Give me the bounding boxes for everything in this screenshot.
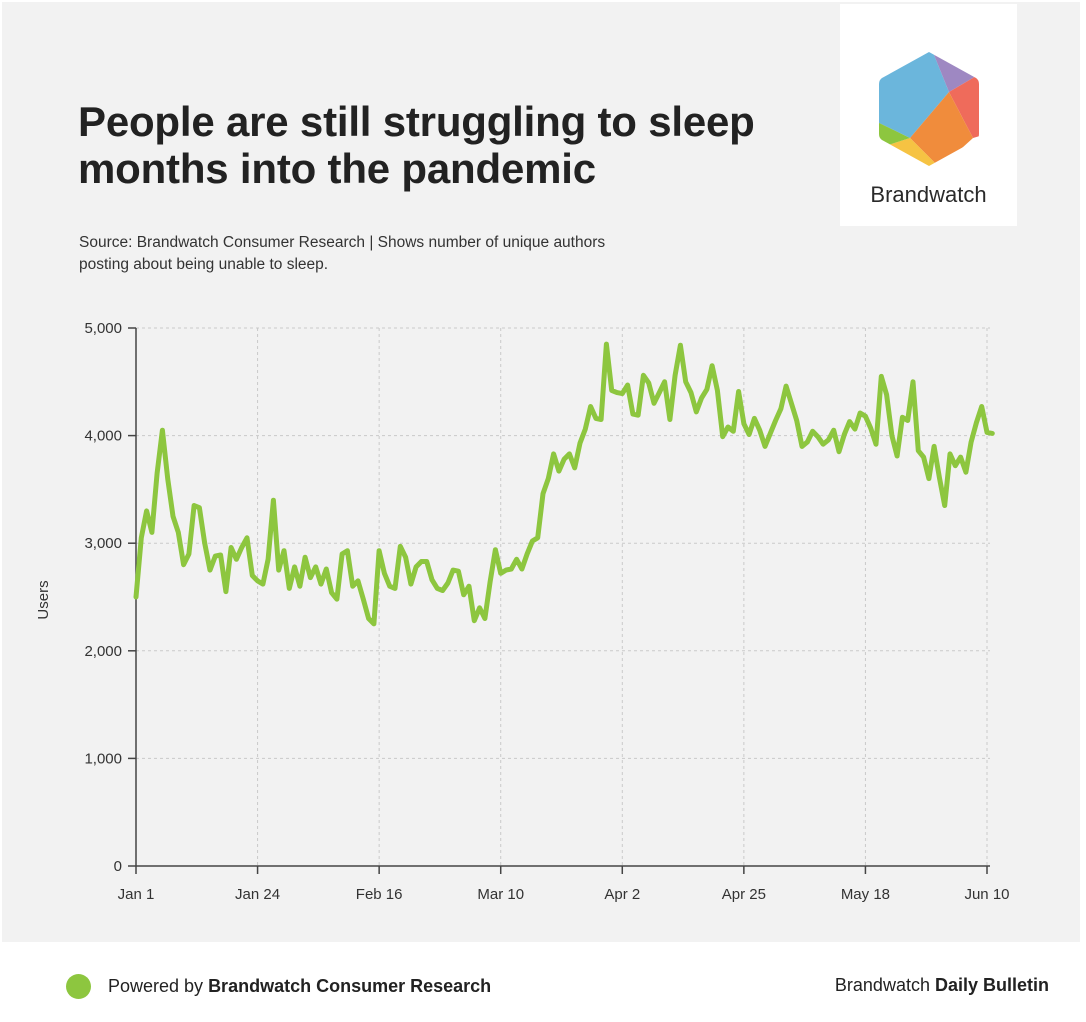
y-tick-label: 3,000 <box>84 535 122 552</box>
brand-logo: Brandwatch <box>840 4 1017 226</box>
x-tick-label: Mar 10 <box>477 886 524 903</box>
y-tick-label: 0 <box>114 858 122 875</box>
chart-grid <box>136 327 990 866</box>
x-tick-label: Apr 2 <box>604 886 640 903</box>
footer-bulletin-prefix: Brandwatch <box>834 975 935 995</box>
footer-powered-by: Powered by Brandwatch Consumer Research <box>108 976 491 997</box>
x-tick-label: Jun 10 <box>964 886 1009 903</box>
y-axis-ticks: 0 1,000 2,000 3,000 4,000 5,000 <box>84 320 136 875</box>
x-tick-label: Apr 25 <box>722 886 766 903</box>
chart-title: People are still struggling to sleep mon… <box>78 98 755 192</box>
y-axis-label: Users <box>35 580 52 619</box>
x-axis-ticks: Jan 1 Jan 24 Feb 16 Mar 10 Apr 2 Apr 25 May 18… <box>118 866 1010 903</box>
y-tick-label: 5,000 <box>84 320 122 337</box>
x-tick-label: Jan 1 <box>118 886 155 903</box>
x-tick-label: Feb 16 <box>356 886 403 903</box>
footer-bulletin-name: Daily Bulletin <box>934 975 1049 995</box>
x-tick-label: May 18 <box>841 886 890 903</box>
source-note: Source: Brandwatch Consumer Research | S… <box>79 234 606 273</box>
x-tick-label: Jan 24 <box>235 886 280 903</box>
y-tick-label: 2,000 <box>84 643 122 660</box>
line-chart: 0 1,000 2,000 3,000 4,000 5,000 Jan 1 Jan 24 Fe… <box>35 320 1010 903</box>
footer-bulletin: Brandwatch Daily Bulletin <box>835 975 1049 996</box>
y-tick-label: 1,000 <box>84 750 122 767</box>
series-line-users <box>133 341 995 627</box>
y-tick-label: 4,000 <box>84 428 122 445</box>
footer-powered-by-brand: Brandwatch Consumer Research <box>208 976 492 996</box>
footer-powered-by-prefix: Powered by <box>108 976 209 996</box>
chart-axes <box>135 328 990 867</box>
powered-by-dot-icon <box>66 974 91 999</box>
brand-logo-text: Brandwatch <box>870 182 987 207</box>
brandwatch-hexagon-logo-icon <box>879 52 979 166</box>
